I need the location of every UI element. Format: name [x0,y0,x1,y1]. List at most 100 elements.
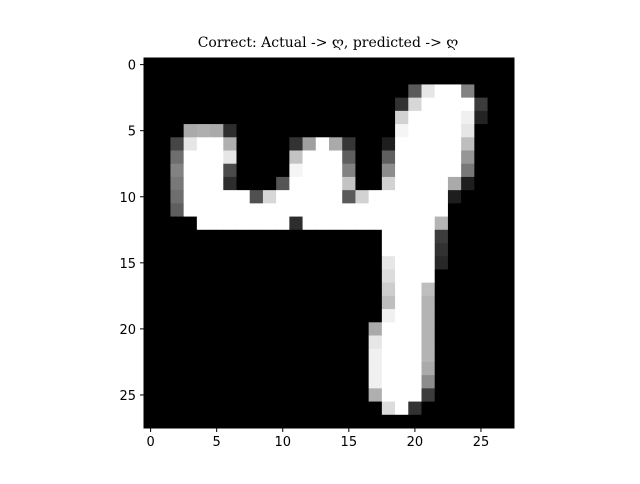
heatmap-cell [487,295,502,310]
heatmap-cell [144,309,158,323]
heatmap-cell [342,282,356,297]
heatmap-cell [223,322,237,336]
heatmap-cell [262,97,277,112]
heatmap-cell [157,388,171,402]
heatmap-cell [368,110,383,125]
heatmap-cell [223,335,237,350]
heatmap-cell [236,282,251,297]
heatmap-cell [315,58,330,72]
heatmap-cell [329,414,343,429]
heatmap-cell [302,163,317,178]
heatmap-cell [474,150,488,165]
heatmap-cell [183,388,198,402]
heatmap-cell [302,401,317,416]
heatmap-cell [395,282,409,297]
heatmap-cell [395,97,409,112]
heatmap-cell [183,414,198,429]
heatmap-cell [262,58,277,72]
heatmap-cell [157,282,171,297]
heatmap-cell [302,137,317,151]
heatmap-cell [196,375,211,389]
heatmap-cell [183,150,198,165]
heatmap-cell [355,229,370,244]
heatmap-cell [157,84,171,99]
heatmap-cell [329,295,343,310]
heatmap-cell [262,84,277,99]
heatmap-cell [368,124,383,138]
heatmap-cell [395,401,409,416]
heatmap-cell [144,150,158,165]
heatmap-cell [434,295,449,310]
heatmap-cell [474,84,488,99]
heatmap-cell [210,71,224,85]
heatmap-cell [500,361,515,376]
heatmap-cell [461,401,475,416]
heatmap-cell [474,163,488,178]
heatmap-cell [368,243,383,257]
heatmap-cell [447,322,462,336]
heatmap-cell [408,348,422,363]
heatmap-cell [474,124,488,138]
y-tick-label: 5 [128,125,136,140]
heatmap-cell [395,414,409,429]
heatmap-cell [210,282,224,297]
heatmap-cell [170,137,185,151]
heatmap-cell [368,163,383,178]
heatmap-cell [236,295,251,310]
heatmap-cell [487,110,502,125]
heatmap-cell [355,58,370,72]
heatmap-cell [408,84,422,99]
heatmap-cell [144,388,158,402]
heatmap-cell [368,375,383,389]
heatmap-cell [355,190,370,204]
heatmap-cell [368,203,383,217]
heatmap-cell [196,256,211,270]
heatmap-cell [395,137,409,151]
heatmap-cell [408,190,422,204]
heatmap-cell [302,348,317,363]
heatmap-cell [302,84,317,99]
heatmap-cell [183,190,198,204]
heatmap-cell [157,256,171,270]
heatmap-cell [170,190,185,204]
heatmap-cell [210,229,224,244]
heatmap-cell [262,335,277,350]
heatmap-cell [183,71,198,85]
heatmap-cell [249,414,264,429]
heatmap-cell [289,269,303,284]
heatmap-cell [302,176,317,191]
heatmap-cell [408,150,422,165]
heatmap-cell [289,124,303,138]
heatmap-cell [157,295,171,310]
heatmap-cell [434,176,449,191]
heatmap-cell [474,295,488,310]
heatmap-cell [210,58,224,72]
heatmap-cell [170,84,185,99]
heatmap-cell [421,322,436,336]
heatmap-cell [474,203,488,217]
heatmap-cell [223,269,237,284]
heatmap-cell [342,124,356,138]
heatmap-cell [289,388,303,402]
heatmap-cell [276,375,290,389]
heatmap-cell [447,361,462,376]
heatmap-cell [196,335,211,350]
x-tick-label: 10 [274,435,291,450]
heatmap-cell [487,150,502,165]
heatmap-cell [434,163,449,178]
heatmap-cell [276,335,290,350]
heatmap-cell [421,163,436,178]
heatmap-cell [474,375,488,389]
heatmap-cell [381,216,396,231]
heatmap-cell [249,203,264,217]
heatmap-cell [302,309,317,323]
heatmap-cell [289,309,303,323]
heatmap-cell [368,256,383,270]
heatmap-cell [329,322,343,336]
heatmap-cell [276,322,290,336]
heatmap-cell [421,150,436,165]
heatmap-cell [315,137,330,151]
heatmap-cell [315,269,330,284]
heatmap-cell [210,203,224,217]
heatmap-cell [236,150,251,165]
